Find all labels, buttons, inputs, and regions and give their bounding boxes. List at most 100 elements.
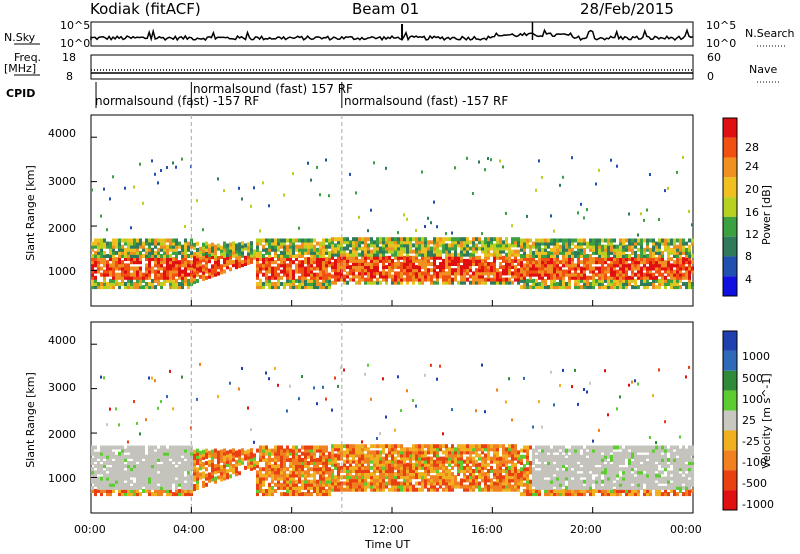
velocity-cell xyxy=(157,489,160,493)
power-cell xyxy=(622,269,625,274)
power-cell xyxy=(109,257,112,262)
velocity-cell xyxy=(178,482,181,487)
power-cell xyxy=(124,247,127,252)
velocity-cell xyxy=(397,465,400,470)
velocity-cell xyxy=(565,451,568,456)
power-cell xyxy=(163,275,166,280)
power-cell xyxy=(565,241,568,246)
power-cell xyxy=(493,249,496,254)
velocity-cell xyxy=(412,399,414,402)
velocity-cell xyxy=(367,469,370,473)
velocity-cell xyxy=(379,459,382,464)
power-cell xyxy=(664,282,667,286)
power-cell xyxy=(514,249,517,254)
velocity-cell xyxy=(544,473,547,478)
power-cell xyxy=(361,265,364,270)
velocity-cell xyxy=(229,452,232,457)
velocity-cell xyxy=(283,470,286,475)
velocity-cell xyxy=(403,456,406,461)
velocity-cell xyxy=(97,451,100,456)
power-cell xyxy=(343,274,346,279)
velocity-cell xyxy=(385,453,388,458)
power-cell xyxy=(568,266,571,271)
power-cell xyxy=(481,232,483,236)
velocity-cell xyxy=(118,479,121,484)
velocity-cell xyxy=(325,448,328,453)
power-cell xyxy=(472,262,475,266)
velocity-cell xyxy=(550,492,553,497)
power-cell xyxy=(613,263,616,268)
power-cell xyxy=(553,250,556,255)
power-cell xyxy=(232,247,235,252)
velocity-cell xyxy=(187,454,190,459)
power-cell xyxy=(385,246,388,251)
power-cell xyxy=(649,254,652,258)
power-cell xyxy=(112,250,115,255)
power-cell xyxy=(148,263,151,268)
power-cell xyxy=(559,285,562,290)
power-cell xyxy=(364,246,367,251)
power-cell xyxy=(577,241,580,246)
power-cell xyxy=(334,249,337,254)
velocity-cell xyxy=(553,448,556,453)
velocity-cell xyxy=(571,464,574,469)
velocity-cell xyxy=(94,464,97,469)
velocity-cell xyxy=(181,464,184,469)
power-cell xyxy=(487,243,490,248)
velocity-cell xyxy=(589,381,591,385)
velocity-cell xyxy=(337,478,340,483)
power-cell xyxy=(358,262,361,266)
power-cell xyxy=(301,266,304,271)
power-cell xyxy=(322,244,325,249)
velocity-cell xyxy=(322,461,325,465)
velocity-cell xyxy=(337,447,340,452)
power-cell xyxy=(448,243,451,248)
power-cell xyxy=(610,247,613,252)
power-cell xyxy=(553,254,556,258)
power-cell xyxy=(343,262,346,266)
velocity-cell xyxy=(274,467,277,472)
power-cell xyxy=(148,238,151,243)
velocity-cell xyxy=(118,457,121,462)
power-cell xyxy=(373,265,376,270)
power-cell xyxy=(679,241,682,246)
power-cell xyxy=(274,269,277,274)
velocity-cell xyxy=(574,489,577,493)
velocity-cell xyxy=(442,475,445,480)
velocity-cell xyxy=(112,464,115,469)
power-cell xyxy=(283,269,286,274)
power-cell xyxy=(262,257,265,262)
power-cell xyxy=(334,280,337,285)
velocity-cell xyxy=(595,451,598,456)
power-cell xyxy=(463,246,466,251)
power-cell xyxy=(454,268,457,273)
power-cell xyxy=(394,252,397,257)
velocity-cell xyxy=(484,475,487,480)
power-cell xyxy=(550,282,553,286)
velocity-cell xyxy=(214,454,217,459)
velocity-cell xyxy=(565,473,568,478)
power-cell xyxy=(475,258,478,263)
power-cell xyxy=(595,272,598,277)
power-cell xyxy=(322,269,325,274)
power-cell xyxy=(130,257,133,262)
power-cell xyxy=(439,255,442,260)
power-cell xyxy=(166,275,169,280)
velocity-cell xyxy=(106,451,109,456)
power-cell xyxy=(433,265,436,270)
power-cell xyxy=(166,247,169,252)
velocity-cell xyxy=(250,448,253,453)
velocity-cell xyxy=(361,469,364,473)
velocity-cell xyxy=(394,472,397,477)
velocity-cell xyxy=(118,476,121,481)
power-cell xyxy=(136,250,139,255)
velocity-cell xyxy=(607,482,610,487)
velocity-cell xyxy=(304,451,307,456)
power-cell xyxy=(382,255,385,260)
velocity-cell xyxy=(505,472,508,477)
power-cell xyxy=(118,241,121,246)
velocity-cell xyxy=(532,482,535,487)
velocity-cell xyxy=(244,456,247,461)
power-cell xyxy=(346,274,349,279)
power-cell xyxy=(628,254,631,258)
